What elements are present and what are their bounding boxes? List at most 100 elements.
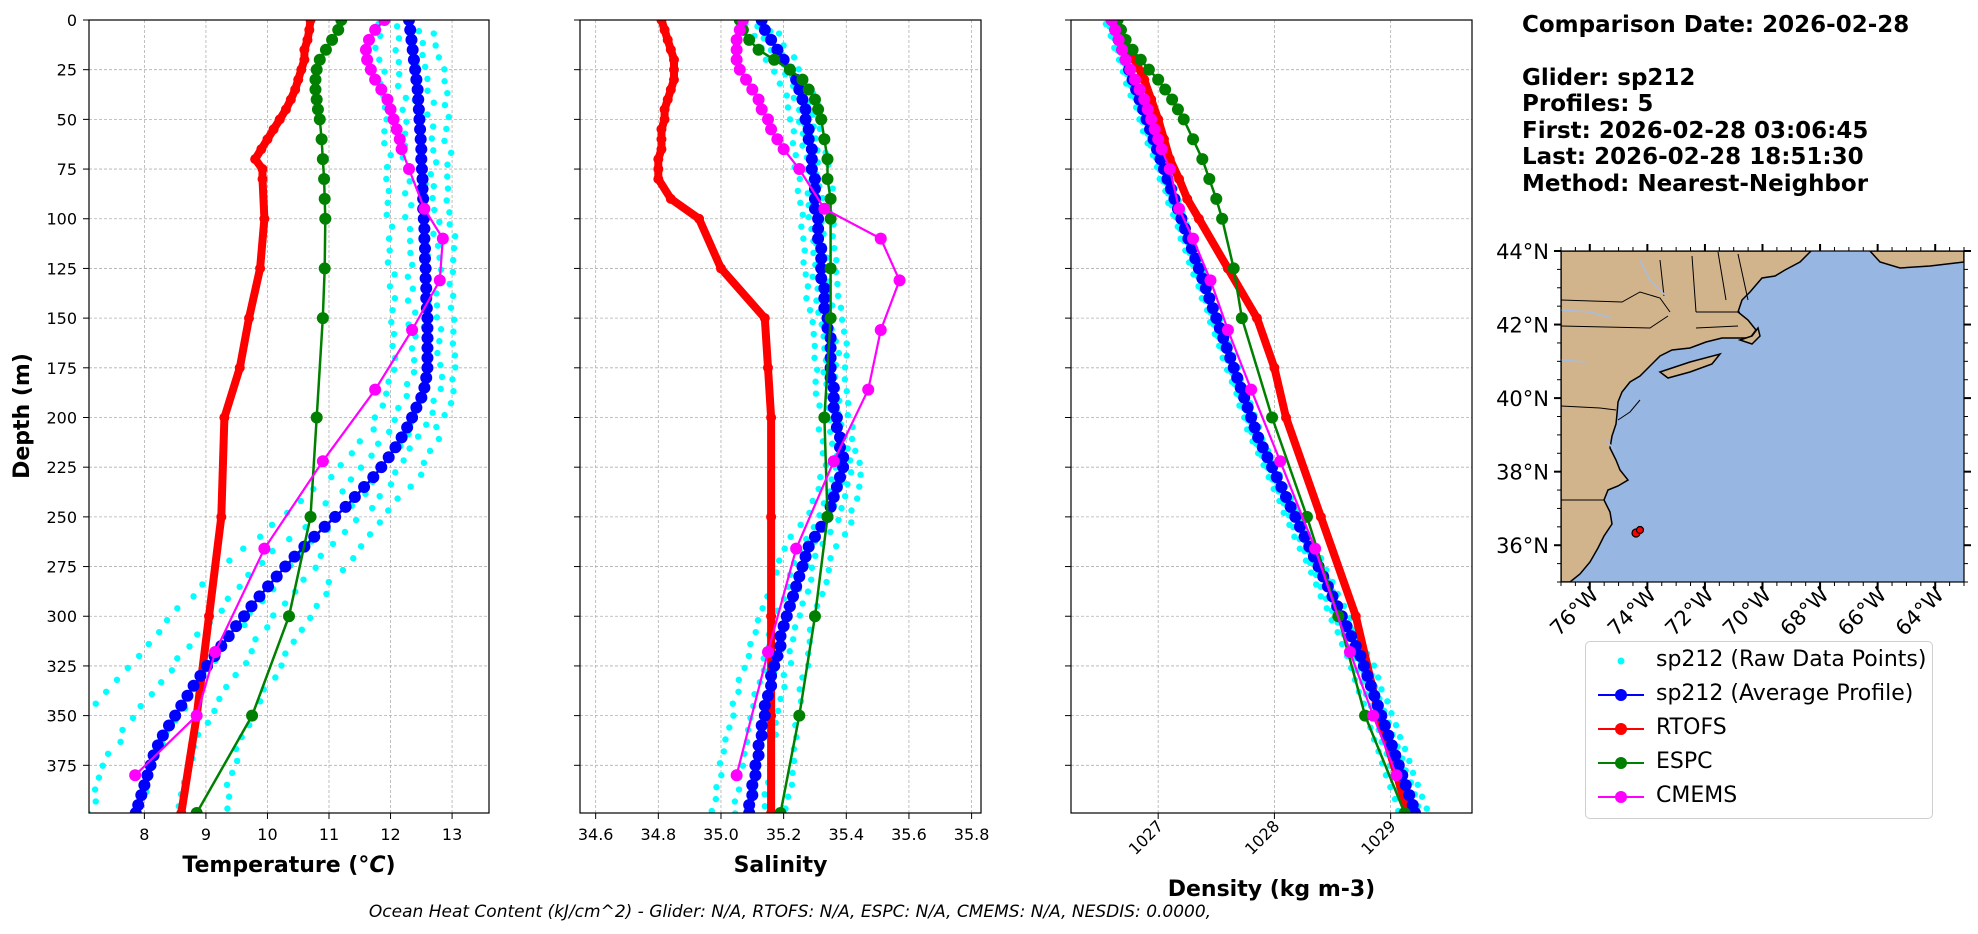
series-sp212-average-profile- [129,20,434,813]
series-point [830,481,843,494]
series-point [415,163,428,176]
raw-data-point [786,817,792,823]
raw-data-point [848,519,855,526]
raw-data-point [819,590,826,598]
series-point [793,83,806,96]
series-point [802,133,815,146]
raw-data-point [449,292,457,300]
raw-data-point [804,190,811,197]
raw-data-point [803,295,810,302]
plot-area [653,20,906,823]
series-point [329,510,342,523]
raw-data-point [434,242,442,249]
raw-data-point [298,626,306,633]
raw-data-point [381,140,388,147]
density-panel: 1027 1028 1029 Density (kg m-3) [1065,19,1473,902]
raw-data-point [762,56,770,63]
raw-data-point [802,271,809,278]
series-point [410,73,423,86]
x-tick-label: 11 [319,825,339,844]
series-point [771,43,784,56]
legend: sp212 (Raw Data Points) sp212 (Average P… [1585,641,1933,819]
series-point [290,84,301,95]
series-point [311,103,324,116]
series-point [1389,749,1402,762]
raw-data-point [781,683,788,691]
series-point [309,83,322,96]
raw-data-point [278,662,285,669]
series-point [1284,500,1297,513]
first-time: First: 2026-02-28 03:06:45 [1522,117,1869,144]
series-point [808,93,821,106]
series-point [783,63,796,76]
series-point [827,401,840,414]
series-point [808,192,821,205]
series-point [1251,313,1262,324]
series-point [407,53,420,66]
series-point [418,222,431,235]
series-point [234,362,245,373]
series-point [288,550,301,563]
series-point [315,133,328,146]
series-point [369,383,382,396]
series-point [796,93,809,106]
raw-data-point [430,230,437,238]
series-point [419,252,431,265]
tick-marks: 1027 1028 1029 [1065,19,1399,859]
raw-data-point [811,354,818,362]
series-point [418,381,431,394]
raw-data-point [174,605,181,612]
raw-data-point [137,702,144,710]
legend-item-raw: sp212 (Raw Data Points) [1586,644,1932,678]
raw-data-point [844,481,851,488]
series-point [762,362,773,373]
raw-data-point [76,724,82,730]
series-point [1367,709,1380,722]
raw-data-point [391,271,398,278]
series-point [802,123,815,136]
raw-data-point [424,75,431,83]
series-point [204,611,214,622]
series-point [318,262,331,275]
raw-data-point [145,640,152,648]
raw-data-point [38,784,44,790]
series-point [1315,511,1326,522]
raw-data-point [791,624,799,631]
raw-data-point [357,464,365,471]
series-point [796,73,809,86]
series-point [421,361,434,374]
raw-data-point [810,330,817,338]
raw-data-point [409,261,416,269]
raw-data-point [735,688,742,695]
series-point [1280,490,1293,503]
raw-data-point [800,259,807,266]
series-point [1142,63,1155,76]
raw-data-point [1378,686,1385,693]
series-point [1163,163,1176,176]
map-lon-label: 72°W [1660,582,1718,640]
grid-lines [89,19,489,813]
series-point [302,34,313,45]
raw-data-point [820,368,827,376]
series-point [151,739,164,752]
series-point [141,769,154,782]
raw-data-point [847,469,855,476]
raw-data-point [429,123,437,130]
series-point [216,511,227,522]
series-point [283,610,295,623]
raw-data-point [297,497,305,505]
raw-data-point [383,175,390,183]
series-point [758,699,771,712]
raw-data-point [124,664,132,672]
raw-data-point [348,450,356,457]
raw-data-point [441,66,448,73]
raw-data-point [825,566,832,574]
series-point [743,33,756,46]
series-point [1289,510,1302,523]
raw-data-point [323,590,330,598]
map-lat-label: 44°N [1496,240,1549,264]
raw-data-point [799,211,806,218]
raw-data-point [450,244,458,252]
raw-data-point [857,471,864,478]
series-point [418,232,431,245]
